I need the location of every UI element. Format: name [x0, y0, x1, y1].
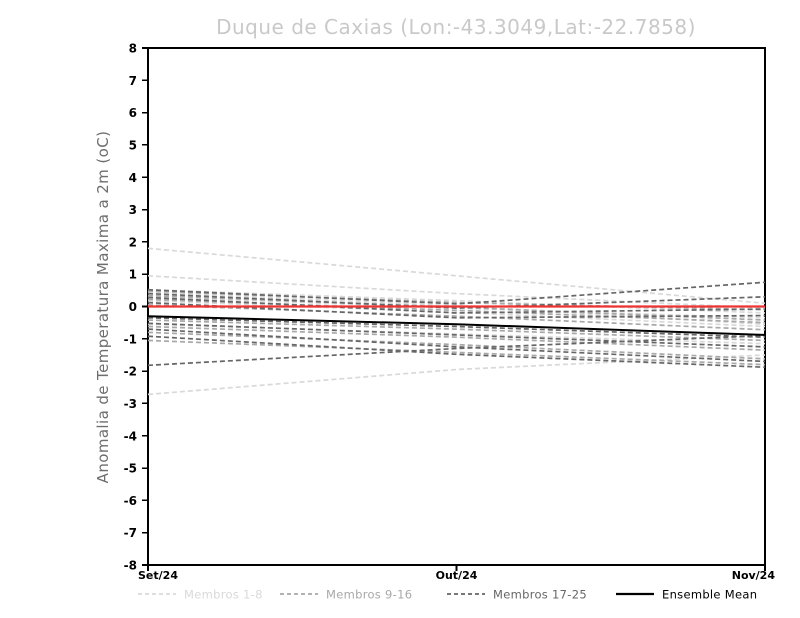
legend-item: Membros 17-25	[447, 588, 587, 602]
y-tick-label: 4	[129, 171, 137, 185]
y-tick-label: -8	[124, 559, 137, 573]
member-path	[147, 316, 766, 339]
member-path	[147, 301, 766, 319]
legend-label: Membros 17-25	[493, 588, 587, 602]
chart-legend: Membros 1-8 Membros 9-16 Membros 17-25 Ense…	[138, 588, 757, 602]
member-path	[147, 339, 766, 366]
legend-label: Membros 1-8	[184, 588, 263, 602]
y-tick-label: -4	[124, 429, 137, 443]
y-tick-label: 8	[129, 42, 137, 56]
y-axis-title: Anomalia de Temperatura Maxima a 2m (oC)	[94, 131, 112, 484]
y-tick-label: 6	[129, 106, 137, 120]
y-tick-label: -2	[124, 365, 137, 379]
member-path	[147, 319, 766, 342]
member-path	[147, 328, 766, 363]
svg-text:Anomalia de Temperatura Maxima: Anomalia de Temperatura Maxima a 2m (oC)	[94, 131, 112, 484]
y-tick-label: -7	[124, 526, 137, 540]
member-path	[147, 296, 766, 314]
legend-label: Ensemble Mean	[662, 588, 757, 602]
y-tick-label: -5	[124, 462, 137, 476]
member-path	[147, 281, 766, 305]
y-tick-label: 5	[129, 138, 137, 152]
y-tick-label: 0	[129, 300, 137, 314]
member-path	[147, 288, 766, 314]
member-path	[147, 325, 766, 351]
legend-item: Ensemble Mean	[616, 588, 757, 602]
member-path	[147, 298, 766, 324]
member-path	[147, 335, 766, 369]
x-tick-label: Nov/24	[732, 569, 776, 582]
y-tick-label: 1	[129, 268, 137, 282]
legend-item: Membros 9-16	[280, 588, 412, 602]
y-tick-label: -6	[124, 494, 137, 508]
x-tick-label: Out/24	[436, 569, 478, 582]
legend-label: Membros 9-16	[326, 588, 412, 602]
y-tick-label: -1	[124, 332, 137, 346]
plot-frame	[146, 46, 767, 567]
x-axis-ticks: Set/24 Out/24 Nov/24	[138, 565, 775, 582]
member-path	[147, 247, 766, 305]
y-tick-label: 3	[129, 203, 137, 217]
y-tick-label: -3	[124, 397, 137, 411]
ensemble-mean-path	[147, 315, 766, 336]
member-path	[147, 304, 766, 331]
member-path	[147, 322, 766, 348]
member-path	[147, 334, 766, 367]
legend-item: Membros 1-8	[138, 588, 263, 602]
x-tick-label: Set/24	[138, 569, 178, 582]
page-title: Duque de Caxias (Lon:-43.3049,Lat:-22.78…	[216, 15, 696, 39]
member-path	[147, 274, 766, 309]
ensemble-mean-line	[147, 315, 766, 336]
member-path	[147, 331, 766, 360]
y-tick-label: 7	[129, 74, 137, 88]
y-tick-label: 2	[129, 235, 137, 249]
member-path	[147, 292, 766, 309]
